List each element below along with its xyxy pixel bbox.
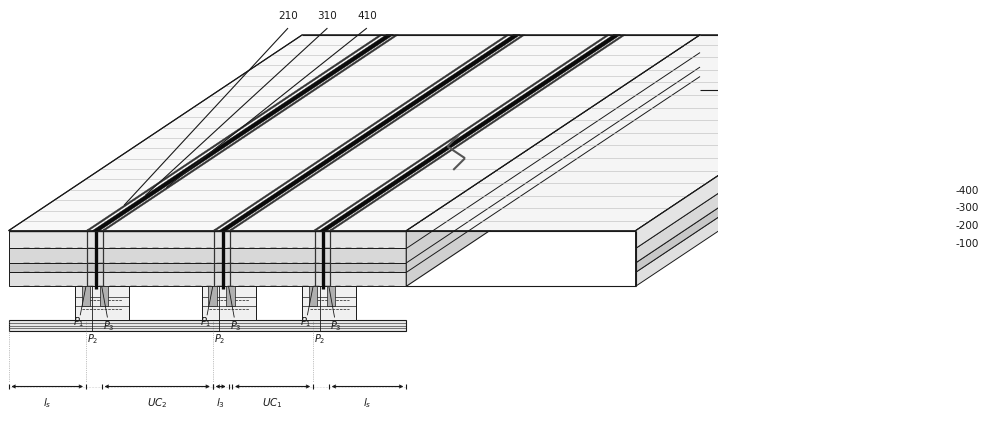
Text: -100: -100 (956, 239, 979, 249)
Polygon shape (309, 286, 317, 306)
Polygon shape (9, 231, 406, 249)
Polygon shape (82, 286, 90, 306)
Polygon shape (92, 35, 393, 231)
Polygon shape (86, 35, 383, 231)
Polygon shape (406, 35, 929, 231)
Polygon shape (102, 35, 398, 231)
Text: -300: -300 (956, 203, 979, 213)
Text: $P_2$: $P_2$ (214, 332, 225, 346)
Text: $l_s$: $l_s$ (43, 396, 52, 410)
Polygon shape (226, 286, 235, 306)
Text: $P_3$: $P_3$ (230, 319, 242, 332)
Polygon shape (75, 286, 129, 320)
Text: $P_2$: $P_2$ (314, 332, 325, 346)
Text: $UC_1$: $UC_1$ (262, 396, 283, 410)
Polygon shape (320, 35, 620, 231)
Polygon shape (208, 286, 217, 306)
Polygon shape (636, 35, 929, 249)
Text: $P_1$: $P_1$ (73, 315, 85, 329)
Text: -400: -400 (956, 185, 979, 196)
Text: 210: 210 (278, 11, 298, 22)
Polygon shape (636, 52, 929, 263)
Text: -200: -200 (956, 221, 979, 231)
Polygon shape (9, 263, 406, 272)
Text: 310: 310 (318, 11, 337, 22)
Polygon shape (100, 286, 108, 306)
Polygon shape (219, 35, 520, 231)
Polygon shape (213, 35, 509, 231)
Text: $UC_2$: $UC_2$ (147, 396, 168, 410)
Polygon shape (636, 67, 929, 272)
Polygon shape (9, 272, 406, 286)
Text: $P_3$: $P_3$ (330, 319, 342, 332)
Polygon shape (229, 35, 525, 231)
Text: $l_3$: $l_3$ (216, 396, 225, 410)
Text: $P_1$: $P_1$ (200, 315, 211, 329)
Polygon shape (327, 286, 335, 306)
Polygon shape (9, 249, 406, 263)
Text: $l_s$: $l_s$ (363, 396, 372, 410)
Polygon shape (302, 286, 356, 320)
Text: $P_1$: $P_1$ (300, 315, 312, 329)
Polygon shape (636, 77, 929, 286)
Polygon shape (202, 286, 256, 320)
Text: 410: 410 (357, 11, 377, 22)
Polygon shape (9, 320, 406, 331)
Polygon shape (313, 35, 610, 231)
Text: $P_2$: $P_2$ (87, 332, 98, 346)
Polygon shape (9, 35, 700, 231)
Text: $P_3$: $P_3$ (103, 319, 115, 332)
Polygon shape (406, 35, 700, 286)
Polygon shape (329, 35, 626, 231)
